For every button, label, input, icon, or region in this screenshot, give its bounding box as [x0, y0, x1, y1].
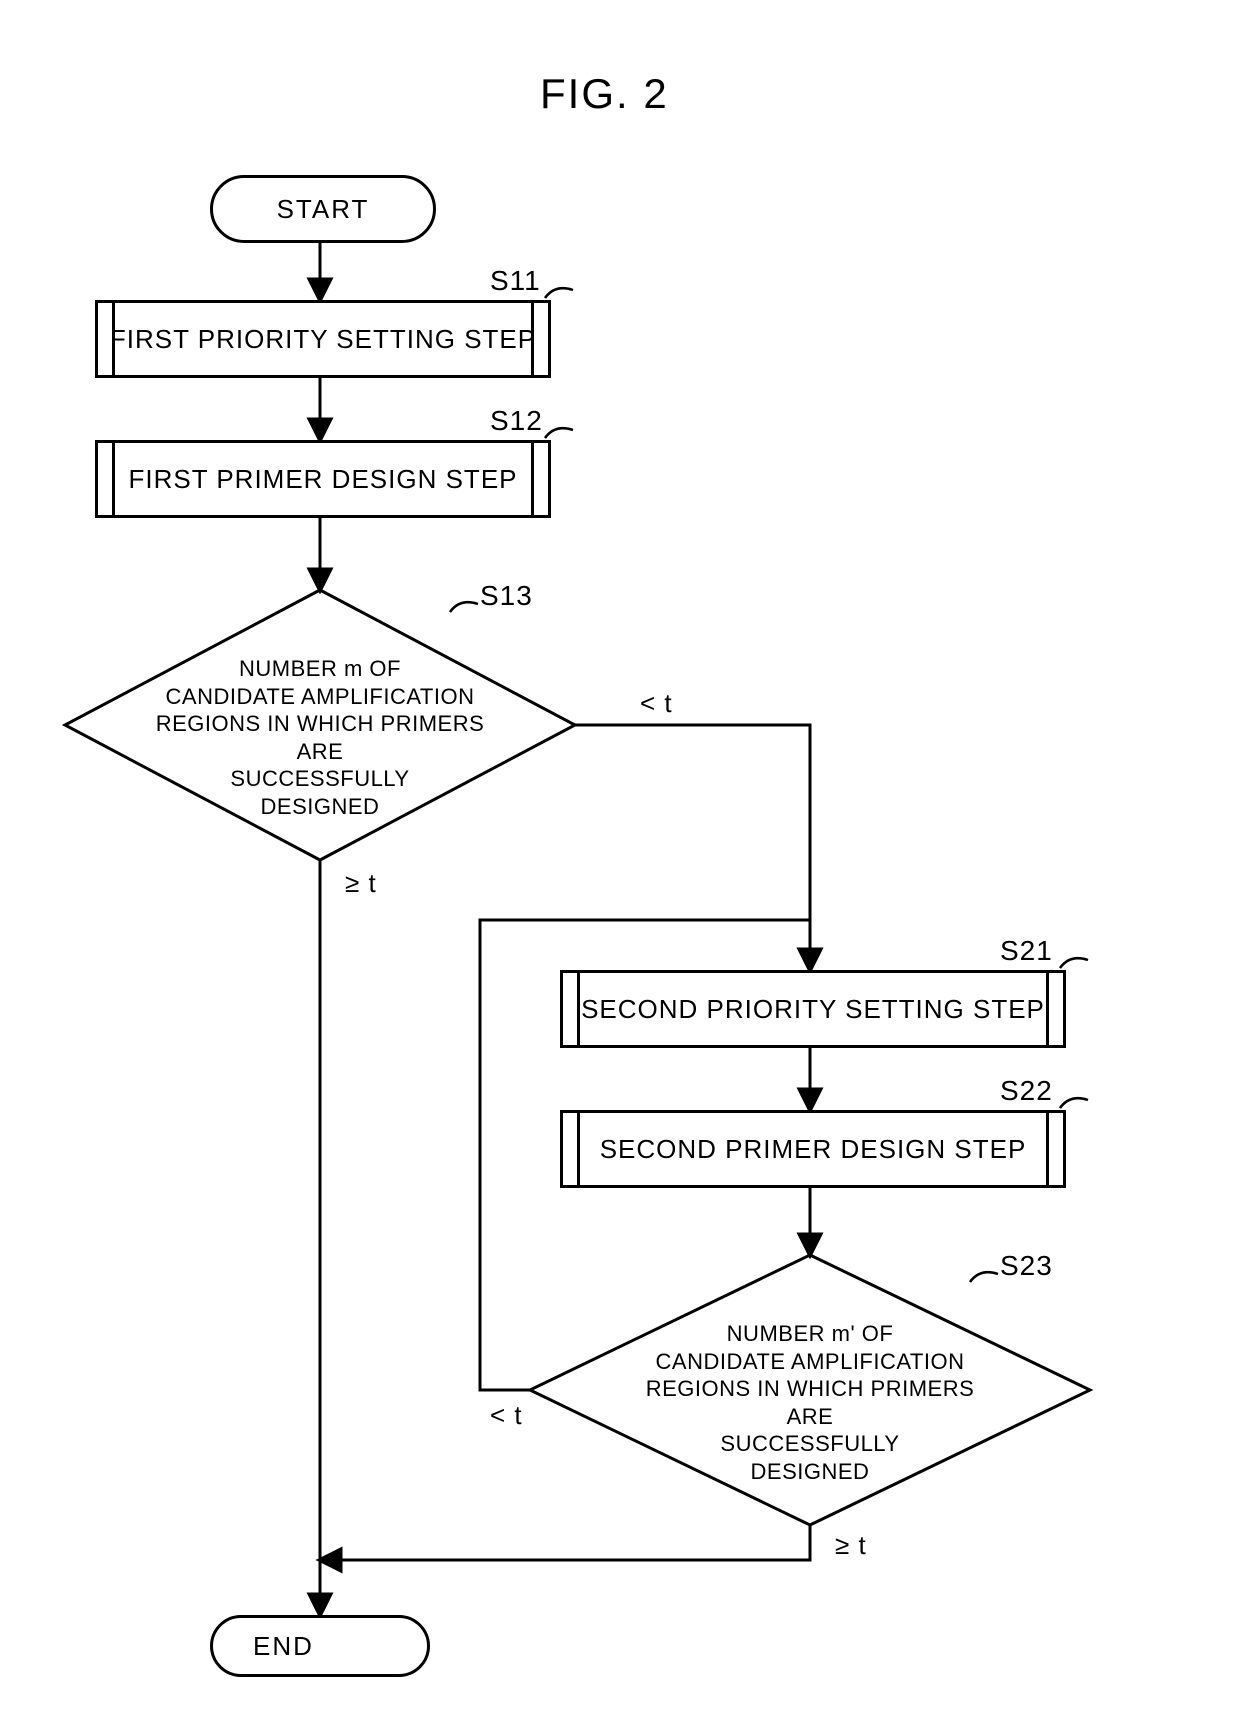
terminator-start-label: START — [277, 194, 370, 225]
leader-s21 — [1060, 958, 1088, 968]
process-s11-label: FIRST PRIORITY SETTING STEP — [110, 324, 536, 355]
decision-s13-text: NUMBER m OFCANDIDATE AMPLIFICATIONREGION… — [135, 655, 505, 820]
step-label-s11: S11 — [490, 265, 541, 297]
edge-s23-merge — [320, 1525, 810, 1560]
process-s12: FIRST PRIMER DESIGN STEP — [95, 440, 551, 518]
leader-s13 — [450, 602, 478, 612]
process-s11: FIRST PRIORITY SETTING STEP — [95, 300, 551, 378]
terminator-start: START — [210, 175, 436, 243]
decision-s23-shape — [530, 1255, 1090, 1525]
leader-s12 — [545, 428, 573, 438]
step-label-s21: S21 — [1000, 935, 1053, 967]
process-s21: SECOND PRIORITY SETTING STEP — [560, 970, 1066, 1048]
edge-label-s13-lt: < t — [640, 688, 673, 719]
decision-s13-shape — [65, 590, 575, 860]
edge-label-s23-lt: < t — [490, 1400, 523, 1431]
process-s12-label: FIRST PRIMER DESIGN STEP — [128, 464, 517, 495]
leader-s23 — [970, 1272, 998, 1282]
process-s21-label: SECOND PRIORITY SETTING STEP — [581, 994, 1045, 1025]
edge-s13-s21 — [575, 725, 810, 970]
terminator-end-label: END — [253, 1631, 314, 1662]
edge-label-s13-ge: ≥ t — [345, 868, 377, 899]
decision-s23-text: NUMBER m' OFCANDIDATE AMPLIFICATIONREGIO… — [620, 1320, 1000, 1485]
leader-s22 — [1060, 1098, 1088, 1108]
leader-s11 — [545, 288, 573, 298]
step-label-s22: S22 — [1000, 1075, 1053, 1107]
edge-label-s23-ge: ≥ t — [835, 1530, 867, 1561]
connectors-svg — [0, 0, 1240, 1714]
figure-title: FIG. 2 — [540, 70, 669, 118]
step-label-s23: S23 — [1000, 1250, 1053, 1282]
flowchart-canvas: FIG. 2 — [0, 0, 1240, 1714]
process-s22-label: SECOND PRIMER DESIGN STEP — [600, 1134, 1027, 1165]
terminator-end: END — [210, 1615, 430, 1677]
step-label-s12: S12 — [490, 405, 543, 437]
process-s22: SECOND PRIMER DESIGN STEP — [560, 1110, 1066, 1188]
step-label-s13: S13 — [480, 580, 533, 612]
